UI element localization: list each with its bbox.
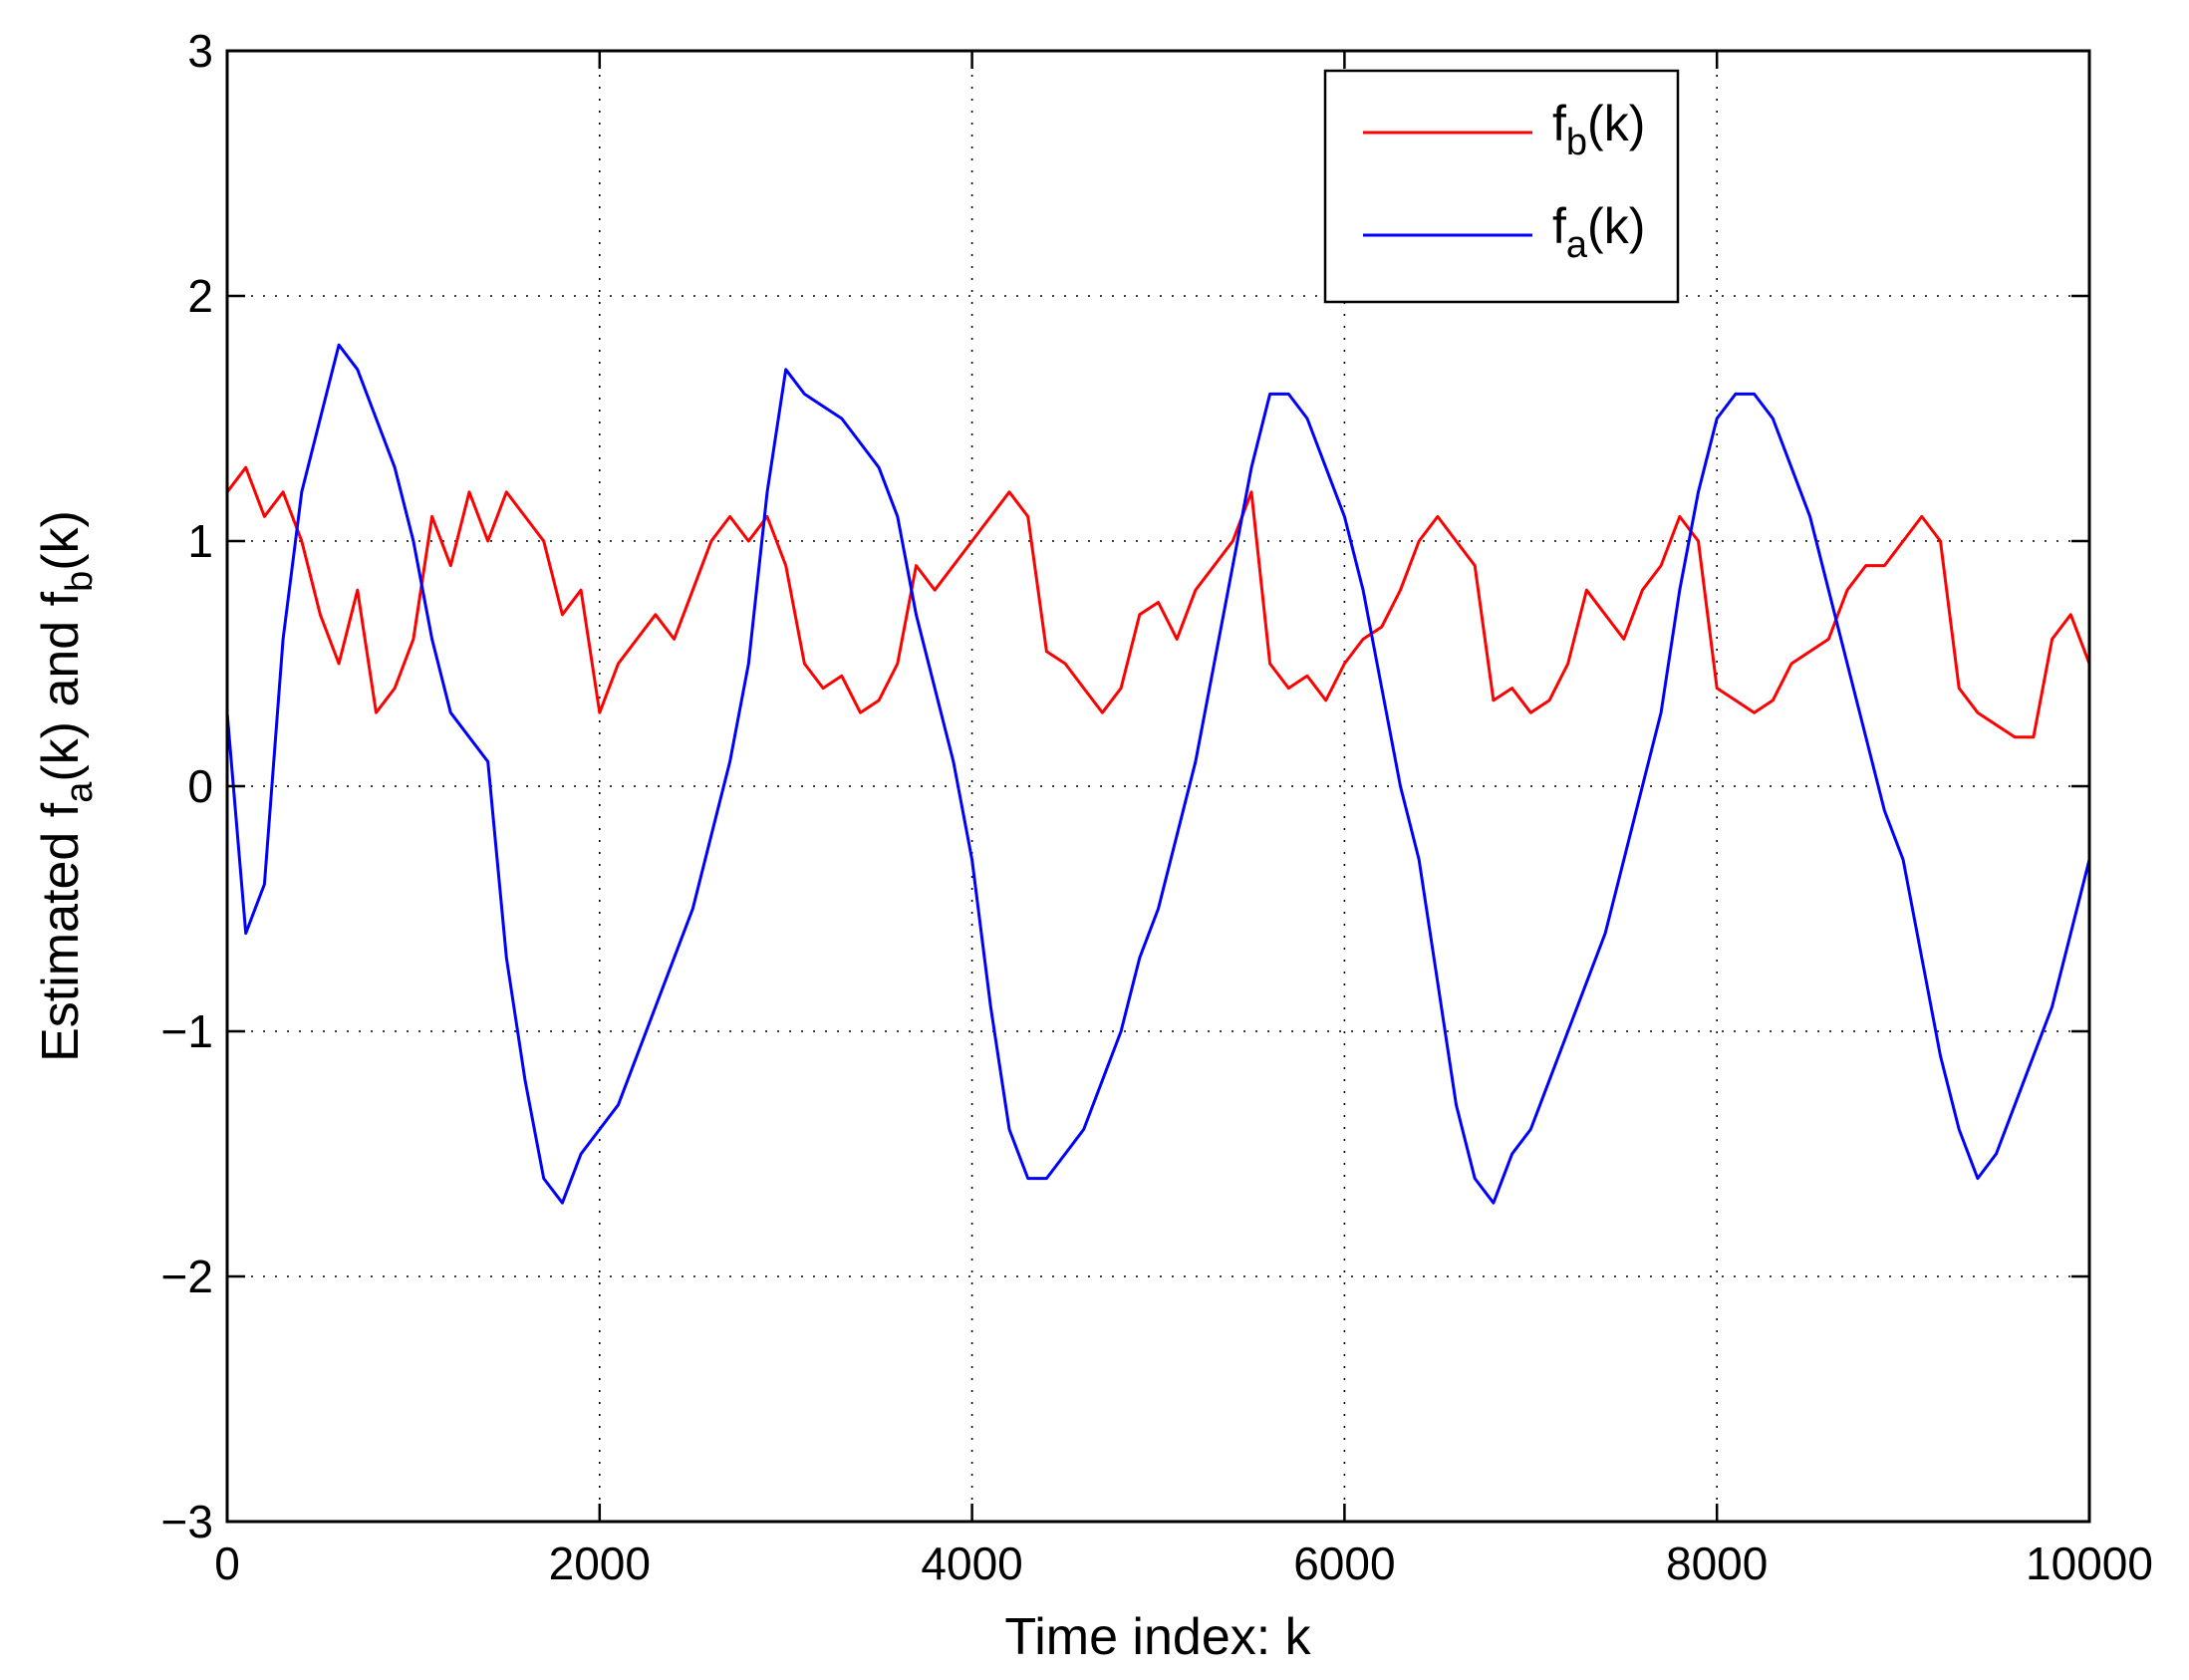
y-tick-label: −2: [161, 1251, 213, 1302]
y-tick-label: −1: [161, 1005, 213, 1057]
x-tick-label: 10000: [2026, 1538, 2153, 1589]
series-line-fb: [225, 465, 2091, 739]
series-layer: [225, 343, 2091, 1205]
x-axis-label: Time index: k: [1004, 1608, 1311, 1666]
y-tick-label: 0: [187, 760, 213, 812]
x-tick-label: 6000: [1293, 1538, 1395, 1589]
legend-box: [1323, 69, 1680, 304]
legend-label-fb: fb(k): [1552, 96, 1645, 163]
y-axis-label-suffix: (k): [32, 510, 90, 571]
y-axis-label-sub-a: a: [59, 781, 101, 803]
legend-fa-sub: a: [1566, 224, 1588, 266]
legend-fb-suffix: (k): [1587, 96, 1645, 151]
tick-layer: 0 2000 4000 6000 8000 10000 −3 −2 −1 0 1 2 3: [161, 25, 2153, 1589]
y-axis-label-prefix: Estimated f: [32, 802, 90, 1062]
legend: fb(k) fa(k): [1323, 69, 1680, 304]
y-axis-label-sub-b: b: [59, 571, 101, 592]
y-tick-label: −3: [161, 1496, 213, 1547]
x-tick-label: 4000: [921, 1538, 1022, 1589]
x-tick-label: 2000: [549, 1538, 651, 1589]
legend-fb-main: f: [1552, 96, 1566, 151]
x-tick-label: 8000: [1666, 1538, 1768, 1589]
legend-fa-main: f: [1552, 198, 1566, 254]
legend-fb-sub: b: [1566, 122, 1587, 163]
y-tick-label: 3: [187, 25, 213, 77]
y-axis-label-middle: (k) and f: [32, 591, 90, 781]
legend-label-fa: fa(k): [1552, 198, 1645, 266]
x-tick-label: 0: [214, 1538, 240, 1589]
series-line-fa: [225, 343, 2091, 1205]
y-tick-label: 2: [187, 270, 213, 322]
y-axis-label: Estimated fa(k) and fb(k): [32, 510, 101, 1062]
y-tick-label: 1: [187, 515, 213, 567]
legend-fa-suffix: (k): [1587, 198, 1645, 254]
